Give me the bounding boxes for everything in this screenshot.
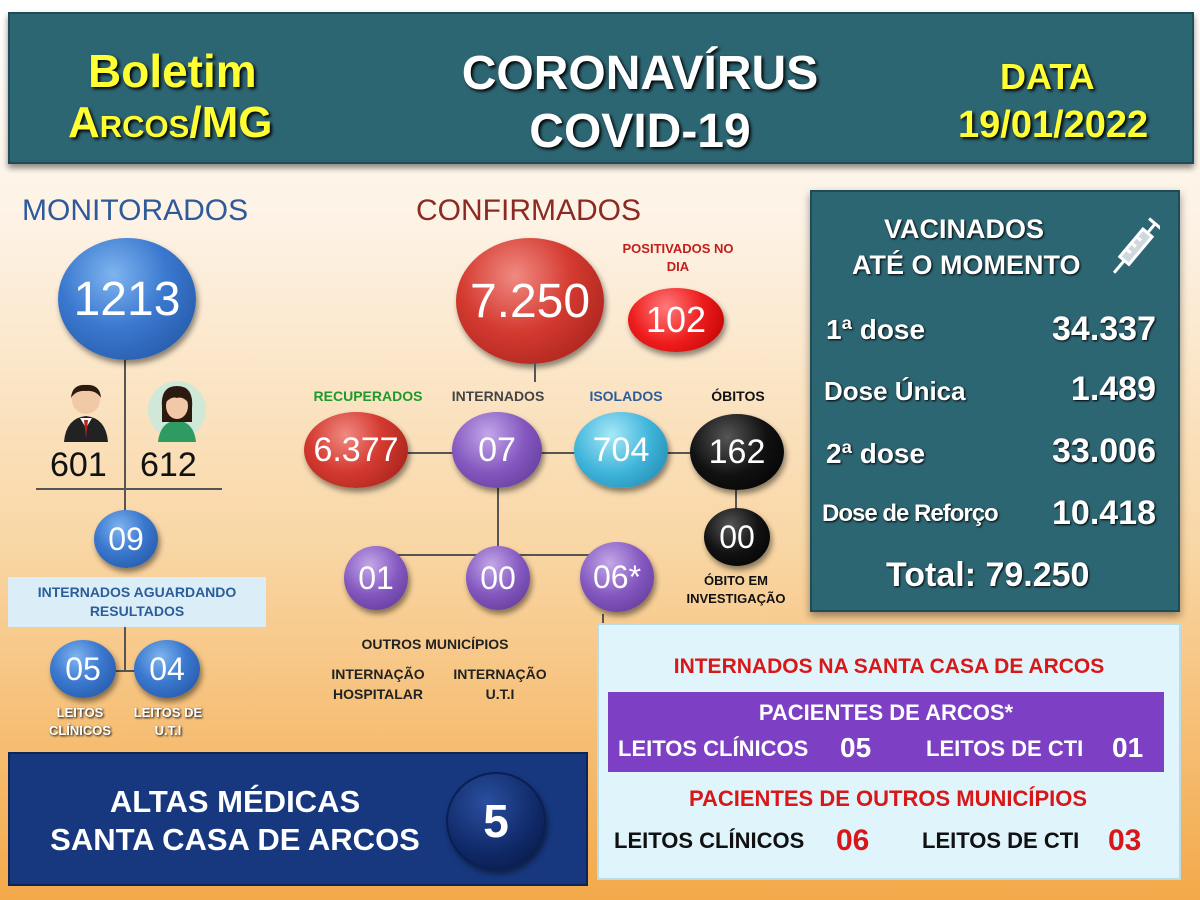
city-label: Arcos/MG xyxy=(68,98,273,147)
positivados-label: POSITIVADOS NO DIA xyxy=(622,241,734,274)
positivados-ball: 102 xyxy=(628,288,724,352)
male-count: 601 xyxy=(50,446,107,484)
connector-line xyxy=(124,627,126,671)
confirmados-label: CONFIRMADOS xyxy=(416,194,641,227)
internacao-uti-label: INTERNAÇÃO U.T.I xyxy=(453,666,547,702)
connector-line xyxy=(86,670,166,672)
date-value: 19/01/2022 xyxy=(958,104,1149,146)
obitos-ball: 162 xyxy=(690,414,784,490)
outros-leitos-clinicos-label: LEITOS CLÍNICOS xyxy=(614,828,805,853)
internados-sub-ball-3: 06* xyxy=(580,542,654,612)
dose2-label: 2ª dose xyxy=(826,438,926,469)
dose-unica-label: Dose Única xyxy=(824,376,966,406)
altas-line2: SANTA CASA DE ARCOS xyxy=(50,822,420,857)
recuperados-label: RECUPERADOS xyxy=(313,388,423,404)
leitos-uti-label: LEITOS DE U.T.I xyxy=(133,705,203,738)
vacinados-panel: VACINADOS ATÉ O MOMENTO 1ª dose 34.337 D… xyxy=(810,190,1180,612)
vacinados-total: Total: 79.250 xyxy=(886,556,1090,594)
dose-unica-value: 1.489 xyxy=(1070,370,1156,408)
aguardando-label: INTERNADOS AGUARDANDO RESULTADOS xyxy=(37,584,237,619)
internados-aguardando-ball: 09 xyxy=(94,510,158,568)
syringe-icon xyxy=(1108,214,1163,284)
outros-municipios-label: OUTROS MUNICÍPIOS xyxy=(361,636,509,652)
arcos-leitos-cti-label: LEITOS DE CTI xyxy=(926,736,1084,761)
boletim-label: Boletim xyxy=(88,45,257,97)
vacinados-title: VACINADOS xyxy=(884,214,1045,244)
obito-investigacao-label: ÓBITO EM INVESTIGAÇÃO xyxy=(686,573,786,606)
pacientes-outros-label: PACIENTES DE OUTROS MUNICÍPIOS xyxy=(688,786,1088,811)
title-coronavirus: CORONAVÍRUS xyxy=(461,47,819,100)
outros-leitos-cti-value: 03 xyxy=(1108,824,1142,857)
internacao-hospitalar-label: INTERNAÇÃO HOSPITALAR xyxy=(331,666,425,702)
outros-leitos-cti-label: LEITOS DE CTI xyxy=(922,828,1080,853)
connector-line xyxy=(497,480,499,556)
obito-investigacao-ball: 00 xyxy=(704,508,770,566)
connector-line xyxy=(534,362,536,382)
altas-line1: ALTAS MÉDICAS xyxy=(109,784,361,819)
monitorados-label: MONITORADOS xyxy=(22,194,249,227)
arcos-leitos-cti-value: 01 xyxy=(1112,732,1144,763)
dose-reforco-value: 10.418 xyxy=(1052,494,1156,532)
dose-reforco-label: Dose de Reforço xyxy=(822,500,999,527)
altas-value-ball: 5 xyxy=(446,772,546,870)
monitorados-total-ball: 1213 xyxy=(58,238,196,360)
recuperados-ball: 6.377 xyxy=(304,412,408,488)
isolados-label: ISOLADOS xyxy=(589,388,663,404)
divider-line xyxy=(36,488,222,490)
connector-line xyxy=(124,355,126,520)
dose2-value: 33.006 xyxy=(1052,432,1156,470)
male-icon xyxy=(58,380,114,442)
internados-sub-ball-2: 00 xyxy=(466,546,530,610)
female-icon xyxy=(148,378,206,442)
pacientes-arcos-label: PACIENTES DE ARCOS* xyxy=(758,700,1014,725)
altas-medicas-panel: ALTAS MÉDICAS SANTA CASA DE ARCOS 5 xyxy=(8,752,588,886)
confirmados-total-ball: 7.250 xyxy=(456,238,604,364)
arcos-leitos-clinicos-label: LEITOS CLÍNICOS xyxy=(618,736,809,761)
vacinados-subtitle: ATÉ O MOMENTO xyxy=(852,250,1081,280)
santa-casa-title: INTERNADOS NA SANTA CASA DE ARCOS xyxy=(673,655,1105,678)
dose1-label: 1ª dose xyxy=(826,314,926,345)
isolados-ball: 704 xyxy=(574,412,668,488)
internados-sub-ball-1: 01 xyxy=(344,546,408,610)
obitos-label: ÓBITOS xyxy=(711,388,765,404)
internados-ball: 07 xyxy=(452,412,542,488)
aguardando-box: INTERNADOS AGUARDANDO RESULTADOS xyxy=(8,577,266,627)
internados-label: INTERNADOS xyxy=(451,388,545,404)
leitos-uti-ball: 04 xyxy=(134,640,200,698)
connector-line xyxy=(400,452,700,454)
header-banner: Boletim Arcos/MG CORONAVÍRUS COVID-19 DA… xyxy=(8,12,1194,164)
leitos-clinicos-label: LEITOS CLÍNICOS xyxy=(48,705,112,738)
leitos-clinicos-ball: 05 xyxy=(50,640,116,698)
outros-leitos-clinicos-value: 06 xyxy=(836,824,870,857)
connector-line xyxy=(735,486,737,510)
dose1-value: 34.337 xyxy=(1052,310,1156,348)
female-count: 612 xyxy=(140,446,197,484)
arcos-leitos-clinicos-value: 05 xyxy=(840,732,872,763)
data-label: DATA xyxy=(1000,56,1095,97)
title-covid: COVID-19 xyxy=(529,105,751,158)
pacientes-arcos-box: PACIENTES DE ARCOS* LEITOS CLÍNICOS 05 L… xyxy=(608,692,1164,772)
